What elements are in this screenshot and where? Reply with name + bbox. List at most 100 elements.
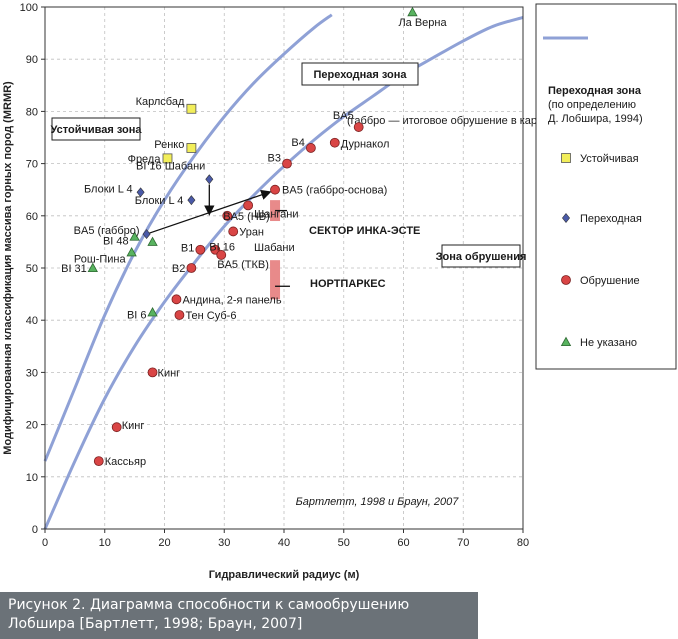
point-переходная-0 (136, 187, 145, 198)
point-label-ba5-габбро-основа: BA5 (габбро-основа) (282, 185, 387, 197)
point-не-указано-3 (126, 247, 137, 257)
point-label-b2: B2 (172, 263, 185, 275)
x-tick-label-30: 30 (218, 537, 230, 549)
point-устойчивая-1 (186, 143, 197, 153)
point-обрушение-16 (93, 456, 104, 467)
shabani-annotation: Шабани (254, 242, 295, 254)
point-обрушение-13 (174, 310, 185, 320)
y-tick-label-90: 90 (26, 54, 38, 66)
point-label-ренко: Ренко (154, 139, 184, 151)
x-tick-label-20: 20 (158, 537, 170, 549)
y-tick-label-40: 40 (26, 315, 38, 327)
point-обрушение-0 (353, 122, 364, 132)
point-обрушение-11 (186, 263, 197, 273)
point-устойчивая-0 (186, 103, 197, 114)
point-label-рош-пина: Рош-Пина (74, 253, 127, 265)
caption-line-2: Лобшира [Бартлетт, 1998; Браун, 2007] (8, 616, 303, 632)
legend-curve-label-2: (по определению (548, 99, 636, 111)
arrow-ba5-gabbro (146, 189, 272, 235)
point-обрушение-2 (305, 143, 316, 153)
point-label-bi-16-шабани: BI 16 Шабани (136, 160, 205, 172)
point-обрушение-1 (329, 137, 340, 148)
point-label-bi-48: BI 48 (103, 236, 129, 248)
nortparkes-label: НОРТПАРКЕС (310, 278, 386, 290)
point-label-фреда: Фреда (128, 153, 162, 165)
point-обрушение-12 (171, 294, 182, 305)
legend-marker-переходная (562, 213, 570, 223)
figure-caption: Рисунок 2. Диаграмма способности к самоо… (0, 592, 478, 639)
grid (45, 7, 523, 529)
point-label-кинг: Кинг (158, 367, 181, 379)
point-label-b1: B1 (181, 243, 194, 255)
x-tick-label-0: 0 (42, 537, 48, 549)
stable-zone-label: Устойчивая зона (50, 124, 142, 136)
legend-label-устойчивая: Устойчивая (580, 153, 639, 165)
transition-zone-label: Переходная зона (313, 69, 407, 81)
point-label-ba5-нв: BA5 (НВ) (223, 211, 269, 223)
legend-label-обрушение: Обрушение (580, 275, 640, 287)
legend-label-не-указано: Не указано (580, 337, 637, 349)
y-tick-label-70: 70 (26, 159, 38, 171)
stable-zone-box: Устойчивая зона (50, 117, 142, 141)
point-label-ba5-ткв: BA5 (ТКВ) (217, 259, 269, 271)
axis-ticks: 0 10 20 30 40 50 60 70 80 0 10 20 30 40 50 60 70 80 90 100 (20, 2, 529, 549)
point-label-ba5: BA5 (333, 110, 354, 122)
sector-inka-este-label: СЕКТОР ИНКА-ЭСТЕ (309, 225, 420, 237)
arrows (146, 184, 290, 287)
x-tick-label-70: 70 (457, 537, 469, 549)
y-tick-label-50: 50 (26, 263, 38, 275)
y-tick-label-60: 60 (26, 211, 38, 223)
point-label-b4: B4 (291, 137, 304, 149)
point-не-указано-1 (147, 236, 158, 246)
legend-marker-не-указано (560, 336, 572, 347)
point-обрушение-4 (270, 184, 280, 195)
point-обрушение-14 (147, 367, 158, 378)
y-tick-label-100: 100 (20, 2, 38, 14)
point-обрушение-7 (228, 226, 239, 237)
point-не-указано-2 (129, 231, 140, 241)
caption-line-1: Рисунок 2. Диаграмма способности к самоо… (8, 597, 410, 613)
chart: 0 10 20 30 40 50 60 70 800102030405060708090100 … (2, 2, 677, 581)
x-tick-label-80: 80 (517, 537, 529, 549)
point-label-ла-верна: Ла Верна (398, 17, 447, 29)
y-tick-label-20: 20 (26, 420, 38, 432)
point-label-карлсбад: Карлсбад (136, 96, 185, 108)
point-устойчивая-2 (162, 153, 173, 164)
point-label-b3: B3 (268, 153, 281, 165)
point-label-bi-16: BI 16 (209, 242, 235, 254)
point-label-блоки-l-4: Блоки L 4 (84, 183, 133, 195)
x-tick-label-40: 40 (278, 537, 290, 549)
ba5-gabbro-note: (габбро — итоговое обрушение в карьер) (347, 115, 559, 127)
legend-curve-label-3: Д. Лобшира, 1994) (548, 113, 643, 125)
legend-curve-label-1: Переходная зона (548, 85, 642, 97)
point-label-дурнакол: Дурнакол (341, 139, 390, 151)
point-label-уран: Уран (239, 226, 264, 238)
point-обрушение-15 (111, 422, 122, 433)
legend-marker-устойчивая (561, 153, 571, 163)
point-label-тен-суб-6: Тен Суб-6 (185, 310, 236, 322)
point-обрушение-6 (222, 210, 233, 221)
legend: Переходная зона (по определению Д. Лобши… (535, 3, 677, 370)
y-tick-label-0: 0 (32, 524, 38, 536)
point-label-bi-31: BI 31 (61, 263, 87, 275)
point-label-bi-6: BI 6 (127, 309, 147, 321)
y-tick-label-80: 80 (26, 106, 38, 118)
point-не-указано-5 (147, 307, 158, 317)
data-points (87, 6, 418, 467)
point-label-шангани: Шангани (254, 208, 298, 220)
legend-marker-обрушение (561, 275, 571, 285)
point-label-кинг: Кинг (122, 420, 145, 432)
point-label-андина-2-я-панель: Андина, 2-я панель (182, 294, 281, 306)
transition-zone-box: Переходная зона (301, 62, 419, 86)
point-переходная-1 (187, 195, 196, 206)
point-label-ba5-габбро: BA5 (габбро) (74, 225, 140, 237)
point-label-кассьяр: Кассьяр (105, 456, 146, 468)
x-tick-label-50: 50 (338, 537, 350, 549)
point-переходная-2 (205, 174, 214, 185)
y-tick-label-10: 10 (26, 472, 38, 484)
point-обрушение-3 (282, 158, 292, 169)
y-tick-label-30: 30 (26, 367, 38, 379)
transition-curve-upper (43, 13, 333, 462)
nortparkes-range (270, 260, 281, 300)
